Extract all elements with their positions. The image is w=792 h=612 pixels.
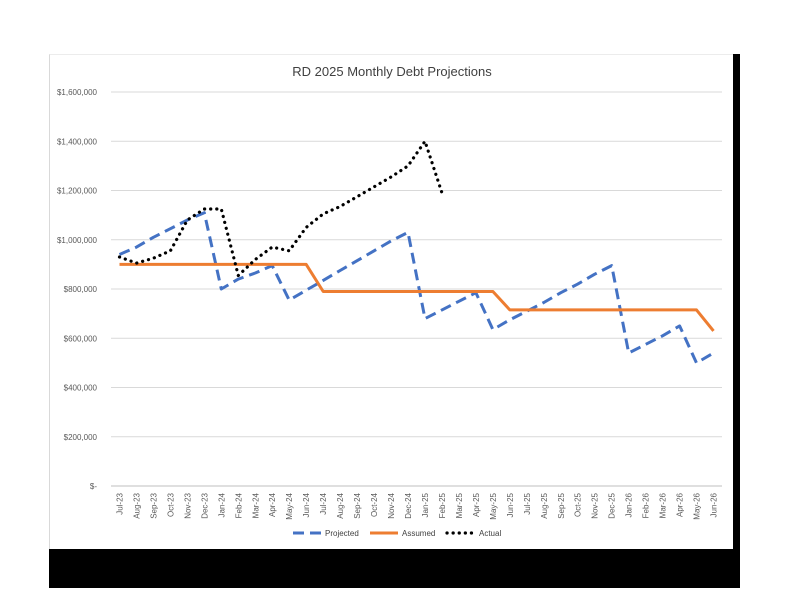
chart-area: $- $200,000 $400,000 $600,000 $800,000 $1,000… xyxy=(49,54,734,550)
x-tick-label: Jul-24 xyxy=(319,492,328,514)
x-tick-label: Nov-23 xyxy=(183,492,192,518)
x-tick-label: Feb-25 xyxy=(438,492,447,518)
x-tick-label: Nov-25 xyxy=(591,492,600,518)
chart-svg: $- $200,000 $400,000 $600,000 $800,000 $1,000… xyxy=(57,64,722,538)
bottom-black-bar xyxy=(49,549,740,588)
x-tick-label: May-26 xyxy=(693,492,702,519)
y-tick-label: $200,000 xyxy=(64,433,98,442)
x-tick-label: Aug-24 xyxy=(336,492,345,518)
x-tick-label: Sep-25 xyxy=(557,492,566,518)
chart-title: RD 2025 Monthly Debt Projections xyxy=(292,64,492,79)
x-axis-ticks: Jul-23 Aug-23 Sep-23 Oct-23 Nov-23 Dec-23 Jan-… xyxy=(115,492,718,519)
y-axis-ticks: $- $200,000 $400,000 $600,000 $800,000 $1,000… xyxy=(57,88,98,491)
y-tick-label: $800,000 xyxy=(64,285,98,294)
x-tick-label: Jan-26 xyxy=(625,492,634,517)
x-tick-label: Feb-24 xyxy=(234,492,243,518)
x-tick-label: May-25 xyxy=(489,492,498,519)
x-tick-label: Apr-25 xyxy=(472,492,481,517)
y-tick-label: $1,000,000 xyxy=(57,236,98,245)
x-tick-label: Mar-26 xyxy=(659,492,668,518)
x-tick-label: Mar-25 xyxy=(455,492,464,518)
series-lines xyxy=(117,139,715,365)
x-tick-label: Apr-26 xyxy=(676,492,685,517)
x-tick-label: Oct-25 xyxy=(574,492,583,517)
x-tick-label: Aug-23 xyxy=(132,492,141,518)
legend: Projected Assumed Actual xyxy=(293,529,501,538)
x-tick-label: Jul-25 xyxy=(523,492,532,514)
legend-label-projected: Projected xyxy=(325,529,359,538)
x-tick-label: Dec-23 xyxy=(200,492,209,518)
x-tick-label: Dec-25 xyxy=(608,492,617,518)
x-tick-label: Feb-26 xyxy=(642,492,651,518)
gridlines xyxy=(111,91,722,487)
y-tick-label: $1,200,000 xyxy=(57,187,98,196)
x-tick-label: Jul-23 xyxy=(115,492,124,514)
legend-label-assumed: Assumed xyxy=(402,529,435,538)
y-tick-label: $400,000 xyxy=(64,384,98,393)
x-tick-label: Mar-24 xyxy=(251,492,260,518)
legend-label-actual: Actual xyxy=(479,529,501,538)
x-tick-label: Apr-24 xyxy=(268,492,277,517)
y-tick-label: $600,000 xyxy=(64,334,98,343)
x-tick-label: Oct-23 xyxy=(166,492,175,517)
x-tick-label: Jan-24 xyxy=(217,492,226,517)
series-line-projected xyxy=(118,211,715,365)
x-tick-label: Dec-24 xyxy=(404,492,413,518)
series-line-assumed xyxy=(119,262,715,332)
x-tick-label: Nov-24 xyxy=(387,492,396,518)
y-tick-label: $1,400,000 xyxy=(57,137,98,146)
x-tick-label: Oct-24 xyxy=(370,492,379,517)
x-tick-label: Jun-26 xyxy=(710,492,719,517)
x-tick-label: Aug-25 xyxy=(540,492,549,518)
x-tick-label: Jan-25 xyxy=(421,492,430,517)
x-tick-label: May-24 xyxy=(285,492,294,519)
x-tick-label: Sep-24 xyxy=(353,492,362,518)
x-tick-label: Jun-25 xyxy=(506,492,515,517)
x-tick-label: Sep-23 xyxy=(149,492,158,518)
right-black-bar xyxy=(733,54,740,588)
y-tick-label: $- xyxy=(90,482,97,491)
series-line-actual xyxy=(117,139,444,278)
y-tick-label: $1,600,000 xyxy=(57,88,98,97)
x-tick-label: Jun-24 xyxy=(302,492,311,517)
